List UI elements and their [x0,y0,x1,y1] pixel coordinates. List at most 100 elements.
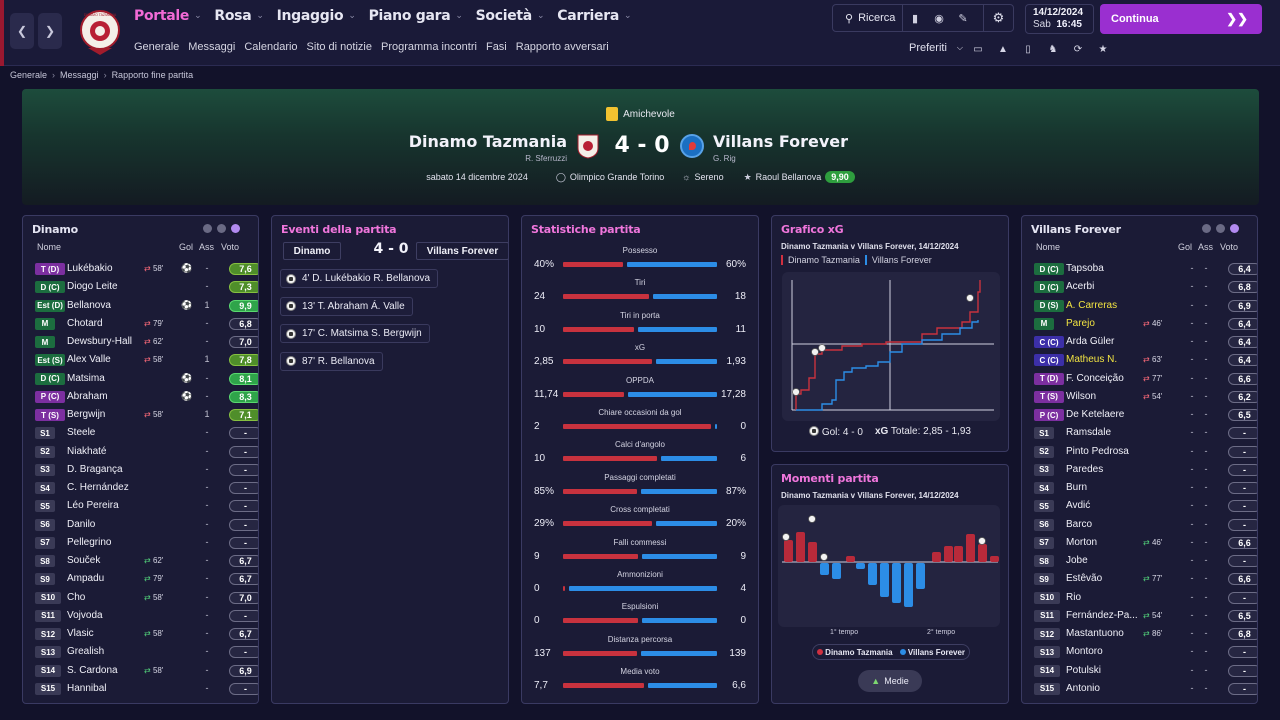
player-name[interactable]: Antonio [1066,682,1100,694]
event-row[interactable]: 17' C. Matsima S. Bergwijn [280,324,430,343]
player-name[interactable]: Tapsoba [1066,263,1104,274]
player-of-match[interactable]: Raoul Bellanova [755,172,822,182]
menu-società[interactable]: Società ⌄ [476,8,545,24]
chat-icon[interactable]: ▭ [973,43,983,55]
col-name[interactable]: Nome [1036,242,1061,252]
player-row[interactable]: T (D) F. Conceição ⇄ 77' - - 6,6 [1030,371,1257,387]
player-row[interactable]: S6 Danilo - - [31,517,258,533]
player-name[interactable]: F. Conceição [1066,372,1124,384]
player-name[interactable]: C. Hernández [67,482,129,493]
player-name[interactable]: Grealish [67,646,105,658]
col-gol[interactable]: Gol [179,242,194,252]
player-name[interactable]: Niakhaté [67,445,107,457]
player-name[interactable]: Léo Pereira [67,500,119,512]
player-name[interactable]: Burn [1066,482,1088,493]
player-name[interactable]: Mastantuono [1066,628,1124,639]
menu-ingaggio[interactable]: Ingaggio ⌄ [277,8,356,24]
player-row[interactable]: S7 Morton ⇄ 46' - - 6,6 [1030,535,1257,551]
edit-button[interactable]: ✎ [951,5,975,31]
player-name[interactable]: A. Carreras [1066,299,1118,311]
refresh-icon[interactable]: ⟳ [1073,43,1083,55]
menu-piano-gara[interactable]: Piano gara ⌄ [369,8,463,24]
player-name[interactable]: Potulski [1066,664,1102,676]
forward-button[interactable]: ❯ [38,13,62,49]
home-team-crest[interactable] [577,133,599,159]
player-row[interactable]: S2 Pinto Pedrosa - - - [1030,444,1257,460]
settings-button[interactable]: ⚙ [983,5,1013,31]
player-row[interactable]: S13 Montoro - - - [1030,644,1257,660]
player-name[interactable]: Souček [67,555,101,566]
player-row[interactable]: S6 Barco - - - [1030,517,1257,533]
home-team-name[interactable]: Dinamo Tazmania [408,132,567,151]
player-row[interactable]: S1 Ramsdale - - - [1030,425,1257,441]
player-name[interactable]: Dewsbury-Hall [67,336,133,347]
col-voto[interactable]: Voto [1220,242,1239,252]
player-row[interactable]: S15 Hannibal - - [31,681,258,697]
away-team-crest[interactable] [680,134,704,158]
away-manager[interactable]: G. Rig [713,154,736,163]
stadium-name[interactable]: Olimpico Grande Torino [569,172,665,182]
dot-active[interactable] [1230,224,1239,233]
player-name[interactable]: S. Cardona [67,664,118,676]
player-name[interactable]: Acerbi [1066,281,1095,293]
col-name[interactable]: Nome [37,242,62,252]
player-row[interactable]: S2 Niakhaté - - [31,444,258,460]
player-row[interactable]: S5 Avdić - - - [1030,498,1257,514]
dot[interactable] [1216,224,1225,233]
submenu-item[interactable]: Fasi [485,41,507,53]
averages-button[interactable]: ▲ Medie [858,670,922,692]
player-row[interactable]: S14 Potulski - - - [1030,663,1257,679]
player-row[interactable]: S9 Estêvão ⇄ 77' - - 6,6 [1030,571,1257,587]
player-name[interactable]: Avdić [1066,500,1091,512]
player-name[interactable]: D. Bragança [67,463,123,475]
col-voto[interactable]: Voto [221,242,240,252]
back-button[interactable]: ❮ [10,13,34,49]
club-crest[interactable]: DINAMO TAZMANIA [80,8,120,56]
player-row[interactable]: S15 Antonio - - - [1030,681,1257,697]
bookmark-button[interactable]: ▮ [903,5,927,31]
breadcrumb-item[interactable]: Messaggi [60,70,99,80]
col-gol[interactable]: Gol [1178,242,1193,252]
player-row[interactable]: S13 Grealish - - [31,644,258,660]
player-row[interactable]: Est (D) Bellanova ⚽ 1 9,9 [31,298,258,314]
player-row[interactable]: S9 Ampadu ⇄ 79' - 6,7 [31,571,258,587]
player-name[interactable]: Barco [1066,518,1093,530]
away-team-name[interactable]: Villans Forever [713,132,849,151]
training-icon[interactable]: ♞ [1048,43,1058,55]
menu-rosa[interactable]: Rosa ⌄ [214,8,264,24]
breadcrumb-item[interactable]: Generale [10,70,48,80]
player-name[interactable]: Bellanova [67,299,111,311]
player-row[interactable]: T (S) Wilson ⇄ 54' - - 6,2 [1030,389,1257,405]
player-row[interactable]: S11 Vojvoda - - [31,608,258,624]
player-row[interactable]: D (S) A. Carreras - - 6,9 [1030,298,1257,314]
player-row[interactable]: S8 Souček ⇄ 62' - 6,7 [31,553,258,569]
player-row[interactable]: S8 Jobe - - - [1030,553,1257,569]
player-name[interactable]: Ampadu [67,573,105,585]
player-row[interactable]: S11 Fernández-Pa... ⇄ 54' - - 6,5 [1030,608,1257,624]
player-row[interactable]: D (C) Diogo Leite - 7,3 [31,279,258,295]
player-name[interactable]: Parejo [1066,317,1095,329]
player-name[interactable]: Wilson [1066,390,1097,402]
player-name[interactable]: Pellegrino [67,536,112,548]
dot[interactable] [1202,224,1211,233]
player-name[interactable]: Paredes [1066,463,1104,475]
player-row[interactable]: P (C) De Ketelaere - - 6,5 [1030,407,1257,423]
player-name[interactable]: Steele [67,427,96,439]
event-row[interactable]: 4' D. Lukébakio R. Bellanova [280,269,439,288]
player-row[interactable]: S7 Pellegrino - - [31,535,258,551]
menu-portale[interactable]: Portale ⌄ [134,8,202,24]
search-button[interactable]: ⚲ Ricerca [833,5,903,31]
player-row[interactable]: D (C) Tapsoba - - 6,4 [1030,261,1257,277]
submenu-item[interactable]: Calendario [244,41,298,53]
player-row[interactable]: S3 D. Bragança - - [31,462,258,478]
submenu-item[interactable]: Programma incontri [380,41,477,53]
player-row[interactable]: S4 Burn - - - [1030,480,1257,496]
event-row[interactable]: 13' T. Abraham Á. Valle [280,296,413,316]
player-row[interactable]: T (D) Lukébakio ⇄ 58' ⚽ - 7,6 [31,261,258,277]
player-row[interactable]: S10 Rio - - - [1030,590,1257,606]
date-display[interactable]: 14/12/2024 Sab 16:45 [1025,4,1094,34]
player-name[interactable]: Lukébakio [67,263,113,274]
submenu-item[interactable]: Messaggi [188,41,236,53]
player-name[interactable]: De Ketelaere [1066,409,1125,420]
player-name[interactable]: Rio [1066,591,1082,603]
